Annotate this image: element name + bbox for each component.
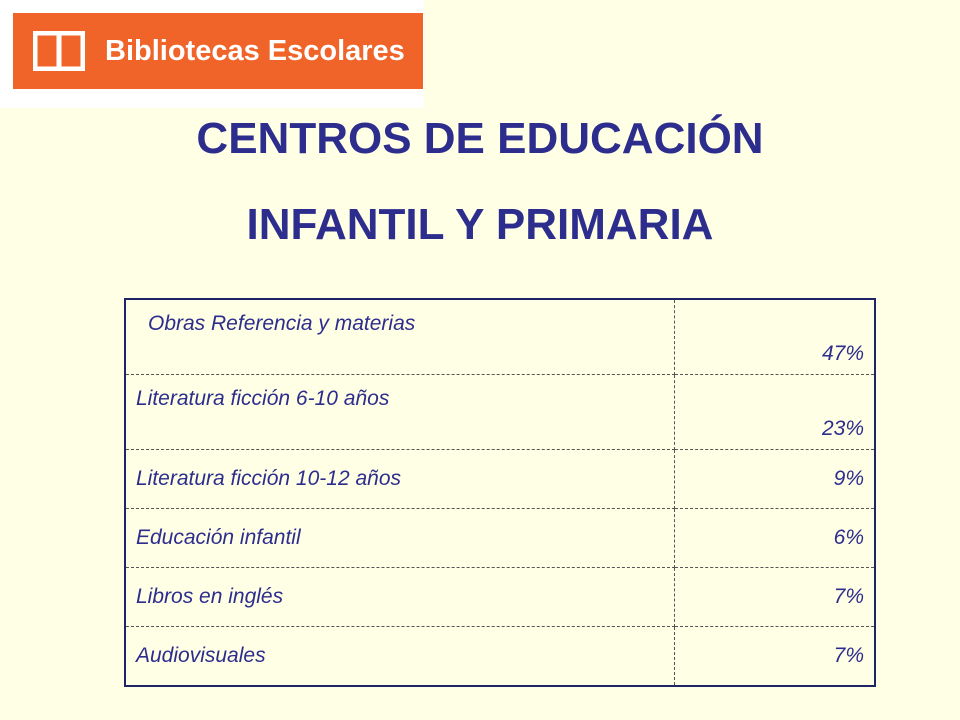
page-title-line-2: INFANTIL Y PRIMARIA xyxy=(246,200,714,249)
category-cell: Literatura ficción 6-10 años xyxy=(125,374,675,450)
table-row: Libros en inglés 7% xyxy=(125,567,875,627)
table-row: Audiovisuales 7% xyxy=(125,626,875,686)
open-book-icon xyxy=(33,31,85,71)
category-cell: Literatura ficción 10-12 años xyxy=(125,449,675,509)
logo-text: Bibliotecas Escolares xyxy=(105,35,405,67)
percentage-cell: 9% xyxy=(674,449,875,509)
category-cell: Libros en inglés xyxy=(125,567,675,627)
table-row: Educación infantil 6% xyxy=(125,508,875,568)
percentage-cell: 23% xyxy=(674,374,875,450)
percentage-cell: 6% xyxy=(674,508,875,568)
logo: Bibliotecas Escolares xyxy=(13,13,423,89)
category-cell: Audiovisuales xyxy=(125,626,675,686)
table-row: Literatura ficción 10-12 años 9% xyxy=(125,449,875,509)
percentage-cell: 47% xyxy=(674,299,875,375)
collection-table: Obras Referencia y materias 47% Literatu… xyxy=(124,298,876,687)
page-title-line-1: CENTROS DE EDUCACIÓN xyxy=(196,114,764,163)
logo-panel: Bibliotecas Escolares xyxy=(0,0,424,108)
table-row: Obras Referencia y materias 47% xyxy=(125,299,875,375)
table-row: Literatura ficción 6-10 años 23% xyxy=(125,374,875,450)
category-cell: Obras Referencia y materias xyxy=(125,299,675,375)
percentage-cell: 7% xyxy=(674,567,875,627)
percentage-cell: 7% xyxy=(833,644,864,667)
category-cell: Educación infantil xyxy=(125,508,675,568)
